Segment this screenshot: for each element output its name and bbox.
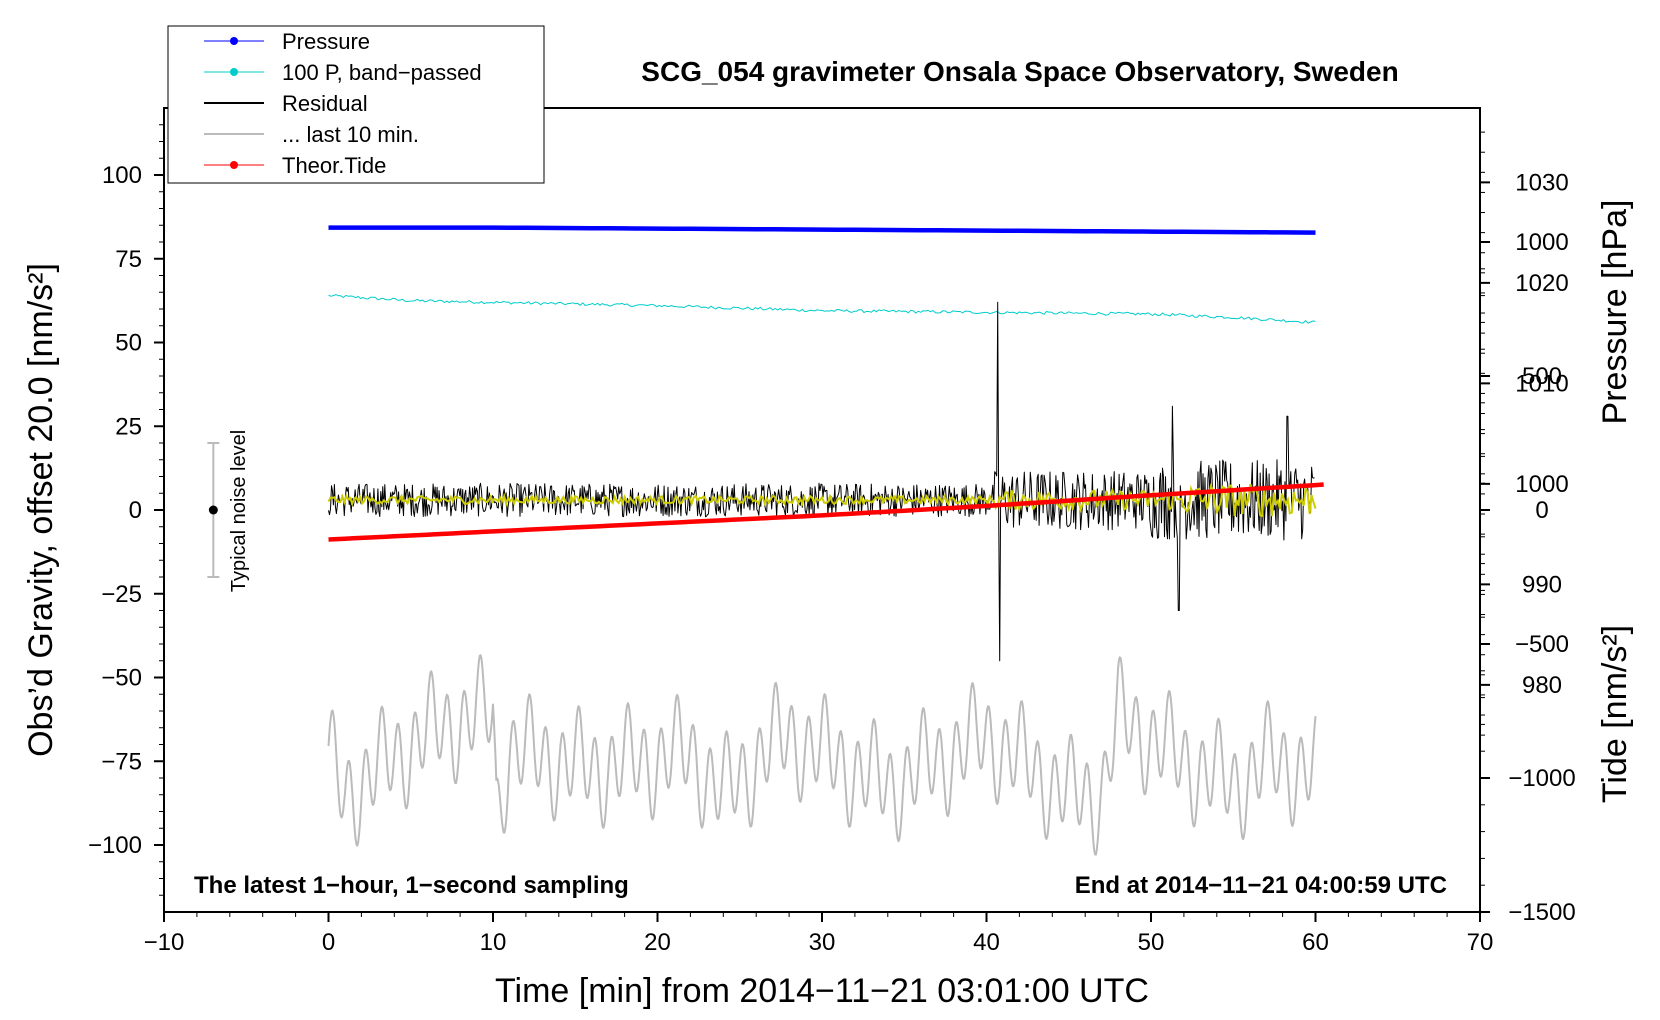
legend-label-4: Theor.Tide [282,153,386,178]
pressure-tick-label: 980 [1522,672,1562,699]
plot-layer [327,225,1324,856]
chart-title: SCG_054 gravimeter Onsala Space Observat… [641,56,1398,87]
series-line-2 [328,301,1315,662]
tide-tick-label: 1000 [1515,229,1568,256]
x-tick-label: 50 [1138,929,1165,956]
y-tick-label: −25 [101,581,142,608]
pressure-tick-label: 1000 [1515,471,1568,498]
noise-level-label: Typical noise level [228,430,250,592]
tide-tick-label: −1500 [1508,899,1575,926]
noise-level-indicator [207,442,220,578]
x-axis-label: Time [min] from 2014−11−21 03:01:00 UTC [495,972,1149,1010]
sampling-note: The latest 1−hour, 1−second sampling [194,872,629,899]
x-tick-label: 0 [322,929,335,956]
legend-label-0: Pressure [282,29,370,54]
x-tick-label: 60 [1302,929,1329,956]
tide-tick-label: −500 [1515,631,1569,658]
legend-label-3: ... last 10 min. [282,122,419,147]
x-tick-label: 40 [973,929,1000,956]
x-tick-label: 30 [809,929,836,956]
legend-label-2: Residual [282,91,368,116]
series-line-1 [328,294,1316,324]
y-tick-label: −50 [101,665,142,692]
end-time-note: End at 2014−11−21 04:00:59 UTC [1075,872,1447,899]
y-tick-label: 100 [102,162,142,189]
pressure-tick-label: 990 [1522,571,1562,598]
pressure-axis-label: Pressure [hPa] [1596,200,1634,425]
y-tick-label: 0 [129,497,142,524]
legend-marker-4 [230,161,238,169]
y-tick-label: 25 [115,413,142,440]
y-tick-label: 50 [115,330,142,357]
y-axis-label: Obs’d Gravity, offset 20.0 [nm/s²] [22,263,60,757]
legend-marker-0 [230,37,238,45]
pressure-tick-label: 1020 [1515,270,1568,297]
x-tick-label: −10 [144,929,185,956]
x-tick-label: 10 [480,929,507,956]
x-tick-label: 70 [1467,929,1494,956]
series-line-0 [328,225,1316,235]
pressure-tick-label: 1030 [1515,169,1568,196]
tide-tick-label: 500 [1522,363,1562,390]
series-line-4 [328,482,1324,542]
noise-center-dot [208,505,218,515]
axis-layer: −10 0 10 20 30 40 50 60 701007550250−25−50−75−10… [88,124,1576,956]
y-tick-label: −100 [88,832,142,859]
legend: Pressure 100 P, band−passed Residual ... la… [167,25,545,184]
y-tick-label: −75 [101,748,142,775]
x-tick-label: 20 [644,929,671,956]
tide-axis-label: Tide [nm/s²] [1596,625,1634,803]
legend-label-1: 100 P, band−passed [282,60,482,85]
tide-tick-label: 0 [1535,497,1548,524]
series-line-3 [327,654,1317,856]
pressure-tick-label: 1010 [1515,370,1568,397]
legend-box [167,25,545,184]
legend-marker-1 [230,68,238,76]
legend-items: Pressure 100 P, band−passed Residual ... la… [204,29,482,178]
tide-tick-label: −1000 [1508,765,1575,792]
y-tick-label: 75 [115,246,142,273]
